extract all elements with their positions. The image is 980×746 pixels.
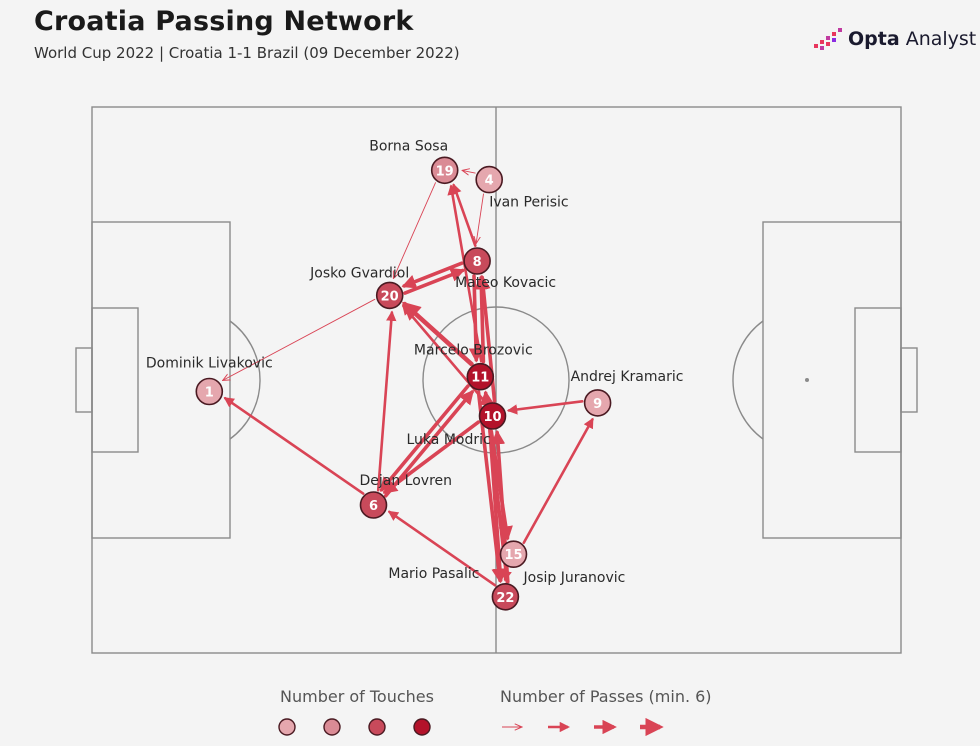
player-circle — [463, 247, 491, 275]
legend-passes-label: Number of Passes (min. 6) — [500, 687, 712, 706]
player-circle — [375, 281, 404, 310]
pass-arrow-19-to-20 — [393, 182, 436, 279]
player-number: 19 — [436, 164, 454, 179]
brand-name: Opta Analyst — [848, 28, 977, 50]
brand-logo: Opta Analyst — [814, 28, 976, 50]
player-node-8: 8 — [463, 247, 491, 275]
player-name-label: Marcelo Brozovic — [414, 343, 533, 359]
player-node-19: 19 — [430, 156, 459, 185]
pass-arrow-4-to-19 — [462, 170, 476, 173]
legend-touches-swatch-2 — [323, 718, 341, 736]
player-circle — [466, 362, 495, 391]
player-name-label: Luka Modric — [407, 432, 491, 448]
player-number: 4 — [485, 174, 494, 189]
pass-arrow-22-to-6 — [387, 510, 497, 587]
pass-arrow-9-to-10 — [506, 399, 584, 415]
player-name-label: Dominik Livakovic — [146, 356, 273, 372]
player-node-11: 11 — [466, 362, 495, 391]
player-number: 8 — [473, 255, 482, 270]
player-circle — [475, 165, 504, 194]
right-penalty-arc — [732, 320, 764, 440]
player-name-label: Josko Gvardiol — [309, 265, 409, 281]
player-nodes: 1 Dominik Livakovic 19 Borna Sosa 4 Ivan Peri… — [146, 138, 684, 611]
player-circle — [499, 540, 528, 569]
player-node-4: 4 — [475, 165, 504, 194]
player-circle — [491, 582, 520, 611]
player-node-10: 10 — [478, 402, 507, 430]
legend-touches-swatch-1 — [278, 718, 296, 736]
player-circle — [478, 402, 507, 430]
right-goal — [900, 347, 918, 413]
player-name-label: Dejan Lovren — [360, 473, 453, 489]
player-number: 20 — [381, 289, 399, 304]
pass-arrow-8-to-20 — [401, 261, 464, 289]
left-goal — [75, 347, 93, 413]
player-number: 15 — [504, 548, 522, 563]
pass-arrow-20-to-8 — [403, 268, 466, 295]
right-penalty-spot — [805, 378, 809, 382]
player-number: 22 — [496, 591, 514, 606]
player-node-9: 9 — [583, 389, 612, 417]
left-penalty-arc — [229, 320, 261, 440]
player-circle — [195, 377, 224, 406]
pitch — [75, 106, 918, 654]
player-circle — [359, 491, 388, 519]
page-title: Croatia Passing Network — [34, 6, 414, 37]
pass-arrow-4-to-8 — [476, 193, 484, 244]
left-six-yard-box — [91, 307, 139, 453]
player-node-6: 6 — [359, 491, 388, 519]
right-penalty-box — [762, 221, 902, 539]
player-name-label: Andrej Kramaric — [571, 369, 684, 385]
player-node-20: 20 — [375, 281, 404, 310]
pass-arrow-11-to-8 — [474, 275, 489, 364]
player-name-label: Mario Pasalic — [388, 566, 479, 582]
player-number: 11 — [471, 371, 489, 386]
legend-touches-swatch-3 — [368, 718, 386, 736]
pass-arrows — [223, 170, 594, 587]
player-node-15: 15 — [499, 540, 528, 569]
pass-arrow-11-to-20 — [401, 301, 474, 367]
player-number: 1 — [205, 386, 214, 401]
player-number: 6 — [369, 499, 378, 514]
pass-arrow-6-to-20 — [376, 310, 397, 492]
pass-arrow-15-to-9 — [522, 417, 594, 545]
player-name-label: Mateo Kovacic — [455, 275, 556, 291]
pass-arrow-8-to-11 — [468, 274, 484, 363]
pass-arrow-20-to-1 — [223, 298, 376, 380]
player-number: 10 — [483, 410, 501, 425]
legend-touches-swatch-4 — [413, 718, 431, 736]
player-node-22: 22 — [491, 582, 520, 611]
pass-arrow-10-to-6 — [382, 420, 481, 494]
player-name-label: Ivan Perisic — [489, 195, 568, 211]
opta-logo-icon — [814, 28, 842, 50]
legend — [278, 717, 664, 737]
player-circle — [583, 389, 612, 417]
player-circle — [430, 156, 459, 185]
player-name-label: Josip Juranovic — [523, 570, 626, 586]
legend-touches-label: Number of Touches — [280, 687, 434, 706]
right-six-yard-box — [854, 307, 902, 453]
pass-arrow-15-to-22 — [501, 566, 512, 582]
player-name-label: Borna Sosa — [369, 138, 448, 154]
pass-arrow-10-to-22 — [488, 429, 508, 583]
player-number: 9 — [593, 397, 602, 412]
pass-arrow-6-to-1 — [223, 396, 365, 495]
pass-arrow-11-to-6 — [379, 384, 470, 492]
page-subtitle: World Cup 2022 | Croatia 1-1 Brazil (09 … — [34, 44, 460, 62]
player-node-1: 1 — [195, 377, 224, 406]
